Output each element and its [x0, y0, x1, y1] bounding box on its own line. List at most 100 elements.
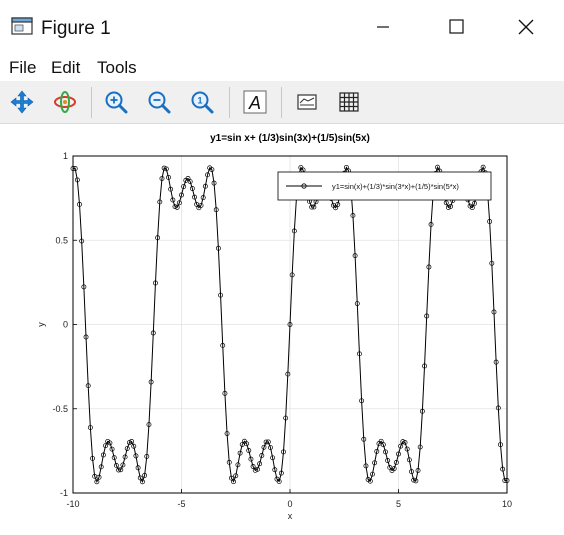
data-point-marker [411, 477, 417, 483]
data-point-marker [153, 280, 158, 286]
data-point-marker [187, 179, 193, 185]
data-point-marker [144, 453, 150, 459]
toolbar-separator [229, 87, 230, 118]
figure-canvas[interactable]: -10 -5 0 5 10 -1 -0.5 0 0.5 1 y1=sin x+ (1/3)sin(… [0, 124, 564, 530]
data-point-marker [257, 461, 263, 467]
data-point-marker [417, 444, 423, 450]
data-point-marker [226, 459, 232, 465]
data-point-marker [370, 471, 375, 477]
data-point-marker [404, 446, 410, 452]
data-point-marker [428, 221, 434, 227]
window-title: Figure 1 [41, 18, 111, 39]
data-point-marker [77, 201, 82, 207]
menu-bar: File Edit Tools [0, 56, 564, 81]
data-point-marker [161, 165, 167, 171]
data-point-marker [113, 463, 119, 468]
data-point-marker [94, 479, 100, 485]
data-point-marker [100, 452, 106, 458]
rotate-icon[interactable] [52, 89, 78, 115]
data-point-marker [231, 479, 237, 485]
data-point-marker [194, 201, 200, 207]
data-point-marker [137, 475, 143, 481]
zoom-reset-icon[interactable]: 1 [189, 89, 215, 115]
data-point-marker [139, 479, 145, 485]
data-point-marker [415, 468, 421, 473]
data-point-marker [419, 408, 425, 414]
data-point-marker [276, 479, 282, 484]
data-point-marker [352, 253, 358, 259]
data-point-marker [361, 436, 367, 442]
data-point-marker [374, 448, 380, 454]
legend-toggle-icon[interactable] [294, 89, 320, 115]
data-point-marker [287, 322, 293, 327]
data-point-marker [168, 186, 174, 192]
menu-tools[interactable]: Tools [97, 58, 137, 77]
data-point-marker [487, 219, 493, 224]
data-point-marker [435, 164, 441, 170]
data-point-marker [179, 192, 184, 198]
data-point-marker [385, 458, 391, 463]
data-point-marker [263, 439, 269, 445]
data-point-marker [246, 448, 252, 453]
data-point-marker [393, 460, 399, 465]
minimize-button[interactable] [370, 14, 396, 40]
data-point-marker [413, 478, 419, 484]
menu-edit[interactable]: Edit [51, 58, 81, 77]
data-point-marker [98, 464, 104, 470]
data-point-marker [228, 475, 234, 481]
data-point-marker [272, 467, 278, 473]
figure-window-icon [11, 17, 33, 35]
zoom-out-icon[interactable] [146, 89, 172, 115]
data-point-marker [350, 212, 356, 218]
data-point-marker [309, 204, 315, 210]
data-point-marker [83, 334, 89, 340]
data-point-marker [202, 183, 208, 189]
data-point-marker [70, 166, 76, 171]
data-point-marker [142, 472, 148, 478]
svg-text:1: 1 [197, 96, 202, 106]
data-point-marker [81, 284, 87, 290]
data-point-marker [233, 473, 239, 479]
x-axis-label: x [288, 511, 293, 521]
data-point-marker [129, 439, 135, 444]
data-point-marker [198, 202, 204, 208]
data-point-marker [285, 371, 291, 377]
data-point-marker [200, 195, 206, 201]
chart-title: y1=sin x+ (1/3)sin(3x)+(1/5)sin(5x) [210, 133, 370, 144]
data-point-marker [209, 167, 215, 172]
data-point-marker [504, 478, 510, 483]
grid-toggle-icon[interactable] [336, 89, 362, 115]
data-point-marker [170, 197, 176, 203]
text-annotation-icon[interactable]: A [242, 89, 268, 115]
data-point-marker [111, 455, 117, 461]
data-point-marker [120, 462, 126, 468]
data-point-marker [124, 446, 130, 451]
zoom-in-icon[interactable] [103, 89, 129, 115]
title-bar: Figure 1 [0, 0, 564, 56]
data-point-marker [359, 398, 365, 404]
data-point-marker [205, 172, 210, 178]
data-point-marker [109, 446, 115, 452]
data-point-marker [85, 383, 91, 389]
y-tick-label: 1 [63, 151, 68, 161]
data-point-marker [383, 449, 388, 455]
data-point-marker [220, 342, 226, 348]
data-point-marker [493, 359, 499, 365]
data-point-marker [163, 166, 169, 172]
data-point-marker [354, 301, 360, 306]
data-point-marker [146, 422, 152, 427]
y-tick-label: 0.5 [55, 235, 68, 245]
data-point-marker [92, 473, 98, 479]
data-point-marker [96, 474, 102, 480]
legend-marker [301, 183, 307, 189]
menu-file[interactable]: File [9, 58, 37, 77]
data-point-marker [122, 454, 128, 460]
data-point-marker [281, 449, 286, 455]
pan-icon[interactable] [9, 89, 35, 115]
data-point-marker [489, 260, 495, 266]
data-point-marker [402, 440, 408, 445]
data-point-marker [116, 467, 122, 473]
close-button[interactable] [513, 14, 539, 40]
data-point-marker [87, 425, 93, 430]
maximize-button[interactable] [443, 14, 469, 40]
